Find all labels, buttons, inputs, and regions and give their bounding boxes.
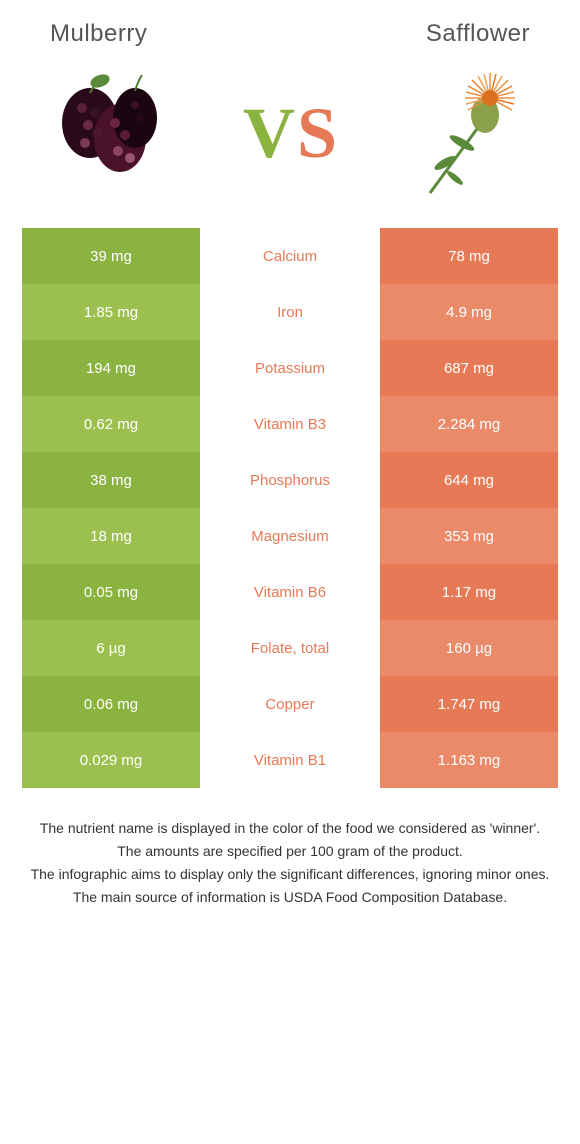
footer-line-2: The amounts are specified per 100 gram o… [30,841,550,862]
safflower-image [400,63,540,203]
table-row: 0.06 mgCopper1.747 mg [22,676,558,732]
nutrient-label: Vitamin B6 [200,564,380,620]
right-value: 4.9 mg [380,284,558,340]
left-value: 0.62 mg [22,396,200,452]
left-value: 0.05 mg [22,564,200,620]
left-value: 38 mg [22,452,200,508]
right-value: 687 mg [380,340,558,396]
left-value: 6 µg [22,620,200,676]
table-row: 6 µgFolate, total160 µg [22,620,558,676]
left-value: 39 mg [22,228,200,284]
right-value: 353 mg [380,508,558,564]
header-row: Mulberry Safflower [0,20,580,48]
nutrient-label: Magnesium [200,508,380,564]
vs-label: V S [243,92,337,175]
left-value: 194 mg [22,340,200,396]
nutrient-label: Copper [200,676,380,732]
right-value: 1.17 mg [380,564,558,620]
table-row: 1.85 mgIron4.9 mg [22,284,558,340]
nutrient-label: Iron [200,284,380,340]
table-row: 0.05 mgVitamin B61.17 mg [22,564,558,620]
right-value: 644 mg [380,452,558,508]
vs-v-letter: V [243,92,295,175]
nutrient-label: Folate, total [200,620,380,676]
table-row: 0.029 mgVitamin B11.163 mg [22,732,558,788]
table-row: 38 mgPhosphorus644 mg [22,452,558,508]
mulberry-image [40,63,180,203]
left-value: 0.029 mg [22,732,200,788]
vs-s-letter: S [297,92,337,175]
right-value: 1.163 mg [380,732,558,788]
nutrient-label: Phosphorus [200,452,380,508]
right-value: 78 mg [380,228,558,284]
images-row: V S [0,63,580,203]
left-value: 18 mg [22,508,200,564]
nutrient-table: 39 mgCalcium78 mg1.85 mgIron4.9 mg194 mg… [22,228,558,788]
table-row: 194 mgPotassium687 mg [22,340,558,396]
table-row: 0.62 mgVitamin B32.284 mg [22,396,558,452]
left-value: 0.06 mg [22,676,200,732]
right-value: 2.284 mg [380,396,558,452]
left-value: 1.85 mg [22,284,200,340]
footer-line-1: The nutrient name is displayed in the co… [30,818,550,839]
right-value: 1.747 mg [380,676,558,732]
left-food-title: Mulberry [50,20,147,48]
footer-line-4: The main source of information is USDA F… [30,887,550,908]
footer-line-3: The infographic aims to display only the… [30,864,550,885]
table-row: 39 mgCalcium78 mg [22,228,558,284]
nutrient-label: Vitamin B3 [200,396,380,452]
nutrient-label: Potassium [200,340,380,396]
nutrient-label: Vitamin B1 [200,732,380,788]
right-value: 160 µg [380,620,558,676]
table-row: 18 mgMagnesium353 mg [22,508,558,564]
right-food-title: Safflower [426,20,530,48]
footer-notes: The nutrient name is displayed in the co… [0,818,580,908]
nutrient-label: Calcium [200,228,380,284]
